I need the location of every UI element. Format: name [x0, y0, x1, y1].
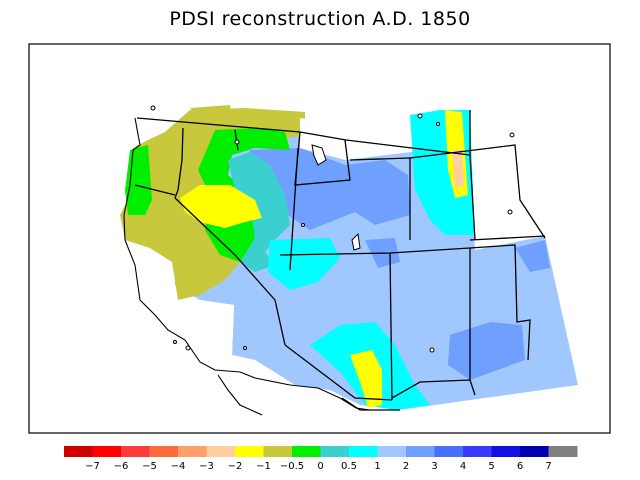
legend-swatch — [149, 446, 179, 457]
legend-swatch — [206, 446, 236, 457]
legend-label: −7 — [85, 461, 100, 472]
legend-swatch — [463, 446, 492, 457]
legend-label: 5 — [488, 461, 494, 472]
legend-label: 6 — [517, 461, 523, 472]
state-boundaries — [134, 110, 546, 411]
pdsi-field-green-washington — [190, 105, 232, 125]
legend-swatch — [491, 446, 521, 457]
pdsi-field-yellow-south — [350, 350, 382, 408]
legend-label: 4 — [460, 461, 466, 472]
lakes — [150, 105, 515, 353]
legend-swatch — [377, 446, 407, 457]
pdsi-field-blue-southeast — [448, 322, 525, 380]
no-data-top — [300, 118, 345, 160]
legend-labels: −7 −6 −5 −4 −3 −2 −1 −0.5 0 0.5 1 2 3 4 5 6 7 — [85, 461, 552, 472]
legend-label: −6 — [114, 461, 129, 472]
legend-label: 0.5 — [341, 461, 357, 472]
legend-label: −3 — [199, 461, 214, 472]
pdsi-field-cyan-center — [268, 238, 340, 290]
legend-swatch — [64, 446, 93, 457]
legend-label: 0 — [317, 461, 323, 472]
legend-swatch — [349, 446, 378, 457]
pdsi-field-orange-northeast — [452, 150, 464, 188]
legend-label: −5 — [142, 461, 157, 472]
legend-swatch — [178, 446, 207, 457]
no-data-southwest — [125, 245, 360, 420]
legend-label: −4 — [171, 461, 186, 472]
legend-swatch — [92, 446, 122, 457]
legend-label: 3 — [431, 461, 437, 472]
legend-swatch — [235, 446, 264, 457]
legend-swatch — [292, 446, 321, 457]
legend-label: −0.5 — [280, 461, 304, 472]
legend-label: 1 — [374, 461, 380, 472]
pdsi-field-yellow-nevada — [180, 185, 262, 228]
coastline — [123, 117, 371, 411]
legend-swatch — [520, 446, 549, 457]
legend-swatch — [320, 446, 350, 457]
legend-boxes — [64, 446, 578, 457]
pdsi-field-blue-east — [515, 240, 550, 272]
legend-swatch — [434, 446, 464, 457]
legend-label: 7 — [545, 461, 551, 472]
legend-swatch — [263, 446, 293, 457]
baja-coastline — [217, 374, 263, 416]
legend-label: 2 — [403, 461, 409, 472]
map-title: PDSI reconstruction A.D. 1850 — [169, 8, 471, 30]
legend-label: −2 — [228, 461, 243, 472]
legend-swatch — [548, 446, 578, 457]
legend-swatch — [406, 446, 435, 457]
no-data-northeast — [470, 110, 520, 245]
legend-label: −1 — [256, 461, 271, 472]
legend-swatch — [121, 446, 150, 457]
